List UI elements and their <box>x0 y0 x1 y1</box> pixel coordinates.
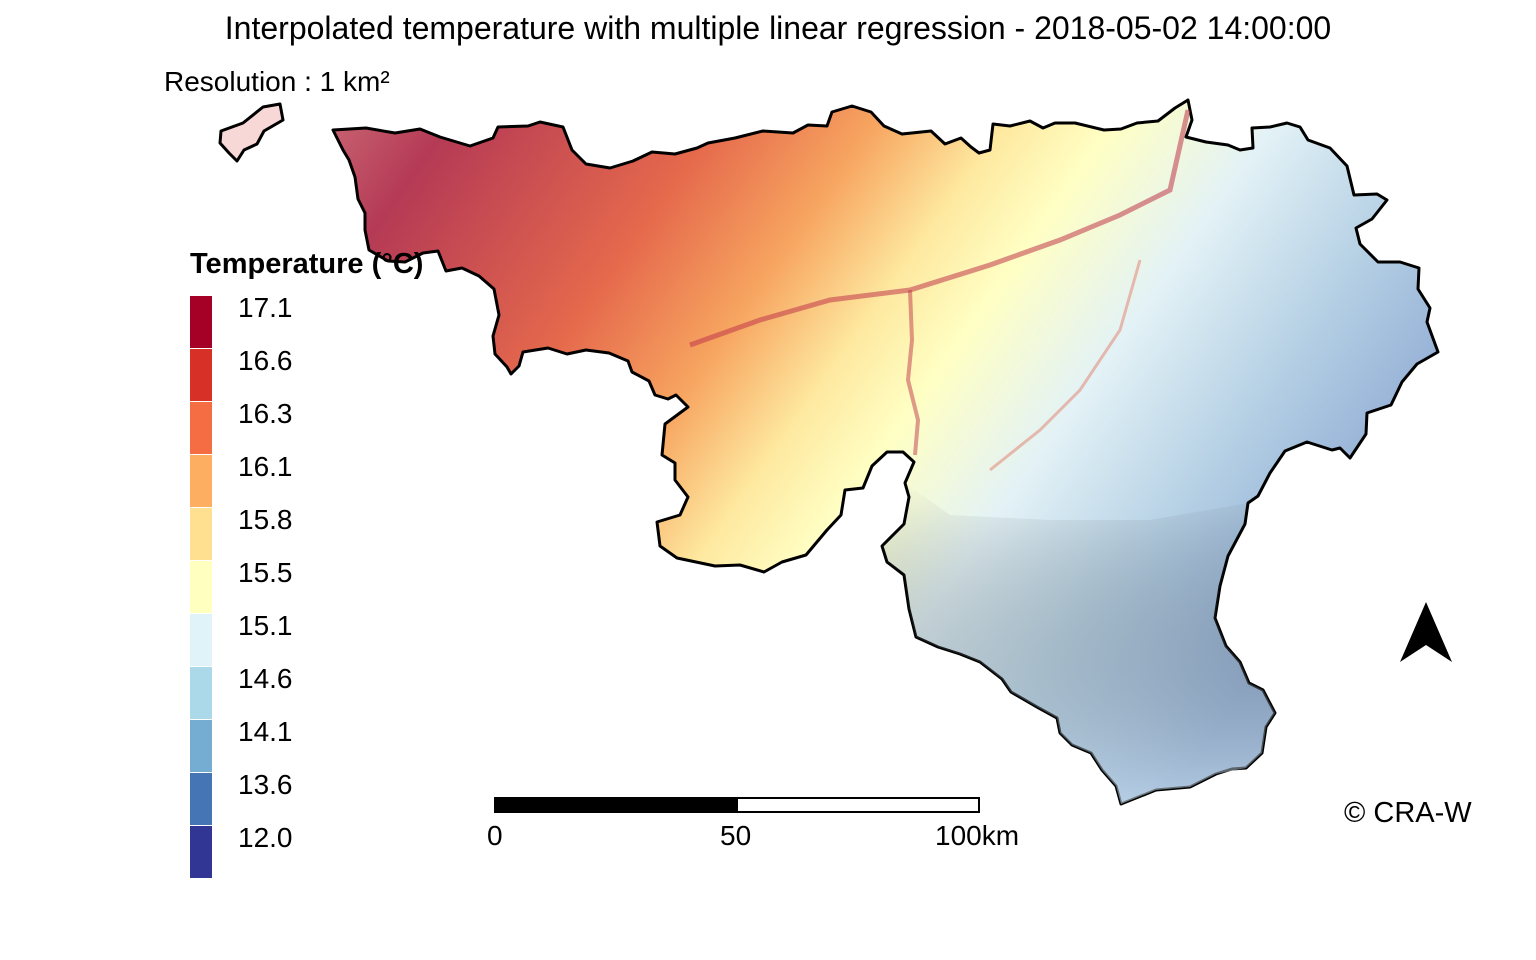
legend-label: 12.0 <box>238 822 293 853</box>
legend-label: 16.3 <box>238 398 293 429</box>
north-arrow-icon <box>1400 602 1452 662</box>
legend-label: 15.8 <box>238 504 293 535</box>
legend-label: 16.1 <box>238 451 293 482</box>
legend-swatch <box>190 455 212 507</box>
legend-label: 17.1 <box>238 292 293 323</box>
legend-swatch <box>190 773 212 825</box>
legend-swatch <box>190 667 212 719</box>
legend-label: 15.5 <box>238 557 293 588</box>
legend-swatch <box>190 349 212 401</box>
legend-label: 13.6 <box>238 769 293 800</box>
legend-swatch <box>190 561 212 613</box>
legend-swatch <box>190 508 212 560</box>
region-exclave <box>218 102 285 163</box>
scale-label-50: 50 <box>720 820 752 851</box>
map-subtitle: Resolution : 1 km² <box>164 66 390 97</box>
river-sambre-meuse <box>689 109 1191 348</box>
legend-swatch <box>190 402 212 454</box>
legend-label: 14.6 <box>238 663 293 694</box>
legend-swatch <box>190 296 212 348</box>
scale-bar <box>494 797 980 813</box>
region-wallonia <box>331 98 1440 806</box>
legend-swatch <box>190 720 212 772</box>
river-meuse <box>905 289 921 456</box>
credit-text: © CRA-W <box>1344 797 1472 829</box>
legend-label: 16.6 <box>238 345 293 376</box>
map-title: Interpolated temperature with multiple l… <box>224 10 1332 46</box>
legend-title: Temperature (°C) <box>190 248 424 280</box>
legend-label: 15.1 <box>238 610 293 641</box>
region-ardennes-tint <box>882 483 1275 804</box>
scale-label-0: 0 <box>487 820 503 851</box>
river-ourthe <box>989 259 1142 472</box>
legend-swatch <box>190 614 212 666</box>
legend-swatch <box>190 826 212 878</box>
legend-label: 14.1 <box>238 716 293 747</box>
scale-label-100: 100km <box>935 820 1020 851</box>
